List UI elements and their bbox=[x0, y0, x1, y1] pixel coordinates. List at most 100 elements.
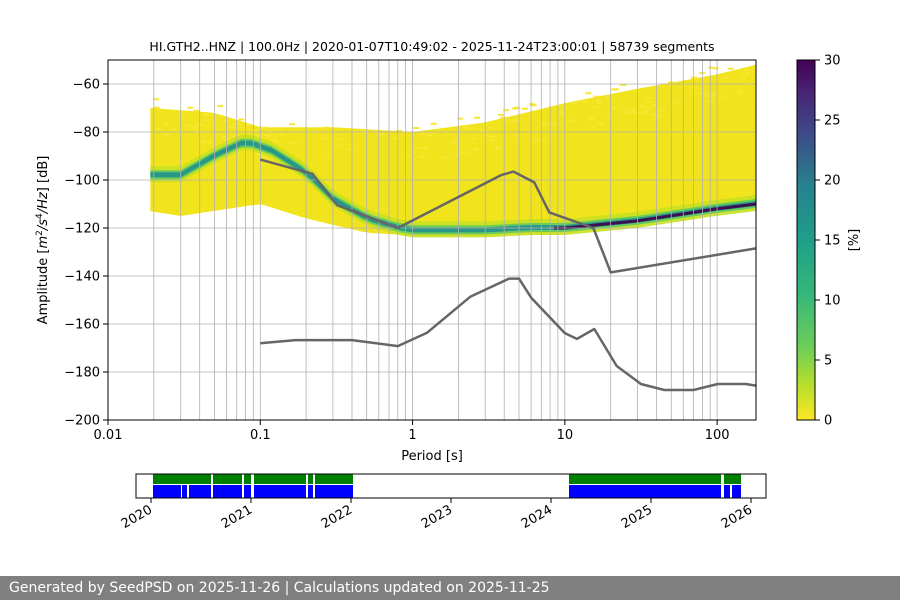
density-speck bbox=[737, 89, 743, 92]
density-speck bbox=[292, 130, 299, 133]
density-speck bbox=[222, 136, 228, 139]
colorbar-tick-label: 10 bbox=[824, 294, 841, 309]
density-speck bbox=[494, 148, 501, 151]
density-speck bbox=[495, 146, 502, 149]
colorbar-tick-label: 30 bbox=[824, 54, 841, 69]
timeline-span-data-available bbox=[244, 474, 251, 484]
y-tick-label: −180 bbox=[64, 366, 100, 381]
density-speck bbox=[588, 117, 595, 120]
y-tick-label: −80 bbox=[73, 126, 100, 141]
y-tick-label: −160 bbox=[64, 318, 100, 333]
density-speck bbox=[642, 112, 648, 115]
timeline-span-data-available bbox=[254, 474, 306, 484]
density-speck bbox=[469, 138, 476, 140]
density-speck bbox=[744, 69, 751, 72]
density-speck bbox=[217, 105, 224, 108]
density-speck bbox=[193, 109, 200, 112]
density-speck bbox=[727, 67, 734, 70]
density-speck bbox=[245, 123, 252, 126]
density-speck bbox=[206, 141, 213, 144]
y-tick-label: −100 bbox=[64, 174, 100, 189]
density-speck bbox=[556, 104, 563, 107]
density-speck bbox=[453, 138, 459, 141]
density-speck bbox=[271, 139, 278, 142]
density-speck bbox=[640, 105, 647, 108]
colorbar bbox=[796, 59, 816, 421]
density-speck bbox=[755, 74, 756, 77]
density-speck bbox=[534, 139, 541, 142]
colorbar-tick-label: 20 bbox=[824, 174, 841, 189]
density-speck bbox=[347, 148, 354, 151]
timeline-span-segments bbox=[254, 485, 306, 498]
density-speck bbox=[413, 127, 420, 129]
density-speck bbox=[238, 118, 245, 121]
density-speck bbox=[712, 67, 719, 70]
density-speck bbox=[513, 106, 520, 109]
density-speck bbox=[199, 140, 206, 143]
y-tick-label: −200 bbox=[64, 414, 100, 429]
timeline-span-data-available bbox=[213, 474, 242, 484]
density-speck bbox=[467, 127, 474, 130]
x-tick-label: 1 bbox=[408, 428, 416, 443]
timeline-span-segments bbox=[315, 485, 353, 498]
density-speck bbox=[593, 106, 600, 108]
density-speck bbox=[482, 134, 489, 137]
density-speck bbox=[474, 116, 481, 119]
x-tick-label: 0.1 bbox=[250, 428, 271, 443]
density-speck bbox=[396, 129, 403, 132]
grid-lines bbox=[107, 60, 756, 421]
timeline-span-segments bbox=[213, 485, 242, 498]
density-speck bbox=[187, 106, 194, 109]
density-speck bbox=[153, 98, 159, 101]
density-speck bbox=[658, 109, 665, 112]
timeline-tick-label: 2022 bbox=[319, 502, 355, 532]
density-speck bbox=[405, 154, 412, 157]
x-tick-label: 0.01 bbox=[94, 428, 123, 443]
timeline-span-data-available bbox=[315, 474, 353, 484]
density-speck bbox=[558, 111, 565, 113]
density-speck bbox=[633, 111, 639, 114]
density-speck bbox=[691, 86, 698, 89]
density-speck bbox=[513, 134, 520, 137]
density-speck bbox=[708, 100, 715, 103]
density-speck bbox=[648, 97, 654, 100]
density-speck bbox=[581, 100, 588, 103]
density-speck bbox=[612, 88, 619, 91]
density-speck bbox=[460, 151, 467, 154]
colorbar-label: [%] bbox=[847, 229, 862, 252]
density-speck bbox=[740, 76, 747, 79]
noise-model-curves bbox=[259, 158, 756, 392]
density-speck bbox=[454, 153, 461, 156]
density-speck bbox=[457, 117, 464, 120]
timeline-span-segments bbox=[569, 485, 721, 498]
density-speck bbox=[325, 151, 332, 154]
density-speck bbox=[202, 113, 209, 116]
density-speck bbox=[503, 109, 510, 112]
timeline-span-segments bbox=[182, 485, 187, 498]
density-speck bbox=[651, 113, 658, 116]
plot-frame bbox=[107, 59, 757, 421]
density-speck bbox=[551, 122, 558, 125]
density-speck bbox=[480, 129, 487, 132]
density-speck bbox=[440, 157, 447, 160]
timeline-tick-label: 2025 bbox=[619, 502, 655, 532]
density-speck bbox=[238, 126, 245, 129]
series-line-nhnm bbox=[259, 158, 756, 274]
footer-text: Generated by SeedPSD on 2025-11-26 | Cal… bbox=[9, 580, 550, 596]
density-speck bbox=[585, 92, 592, 95]
timeline-span-data-available bbox=[724, 474, 741, 484]
y-tick-label: −120 bbox=[64, 222, 100, 237]
psd-density-band bbox=[150, 64, 756, 238]
density-speck bbox=[605, 114, 612, 117]
density-speck bbox=[595, 99, 602, 102]
density-speck bbox=[644, 100, 651, 103]
colorbar-tick-label: 15 bbox=[824, 234, 841, 249]
chart-title: HI.GTH2..HNZ | 100.0Hz | 2020-01-07T10:4… bbox=[149, 39, 714, 54]
density-speck bbox=[263, 155, 270, 158]
density-speck bbox=[557, 113, 564, 116]
density-speck bbox=[644, 107, 651, 110]
density-speck bbox=[569, 119, 576, 122]
density-speck bbox=[529, 103, 536, 106]
density-speck bbox=[414, 147, 421, 150]
x-tick-label: 100 bbox=[705, 428, 730, 443]
